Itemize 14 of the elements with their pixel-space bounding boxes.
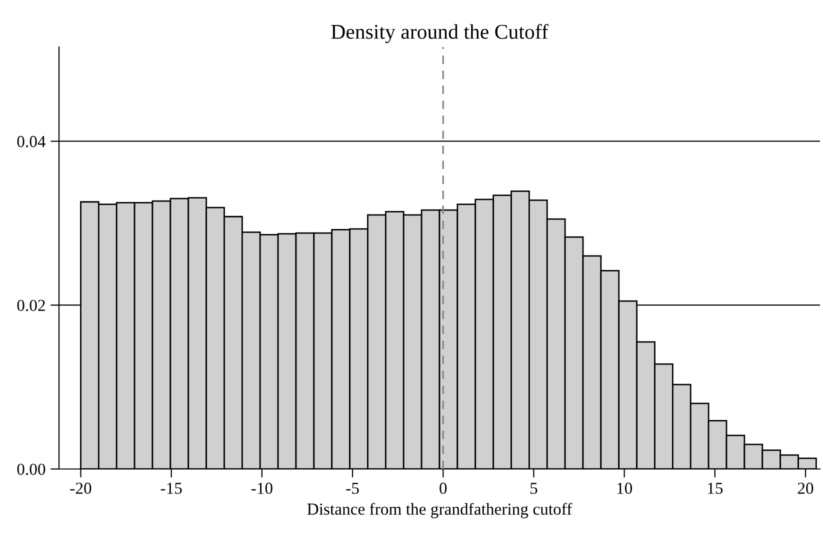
chart-title: Density around the Cutoff bbox=[331, 24, 548, 44]
x-tick-label: 20 bbox=[798, 482, 814, 494]
x-tick-label: -15 bbox=[160, 482, 182, 494]
x-tick-label: 15 bbox=[708, 482, 723, 494]
x-tick-label: 5 bbox=[530, 482, 538, 494]
x-tick-label: 0 bbox=[440, 482, 447, 494]
x-tick-label: -10 bbox=[251, 482, 272, 494]
y-tick-label: 0.02 bbox=[17, 300, 45, 312]
y-tick-label: 0.00 bbox=[17, 464, 46, 476]
x-tick-label: -5 bbox=[346, 482, 359, 494]
y-tick-label: 0.04 bbox=[17, 136, 46, 148]
x-axis-title: Distance from the grandfathering cutoff bbox=[307, 502, 572, 518]
x-tick-label: 10 bbox=[617, 482, 632, 494]
x-tick-label: -20 bbox=[70, 482, 92, 494]
